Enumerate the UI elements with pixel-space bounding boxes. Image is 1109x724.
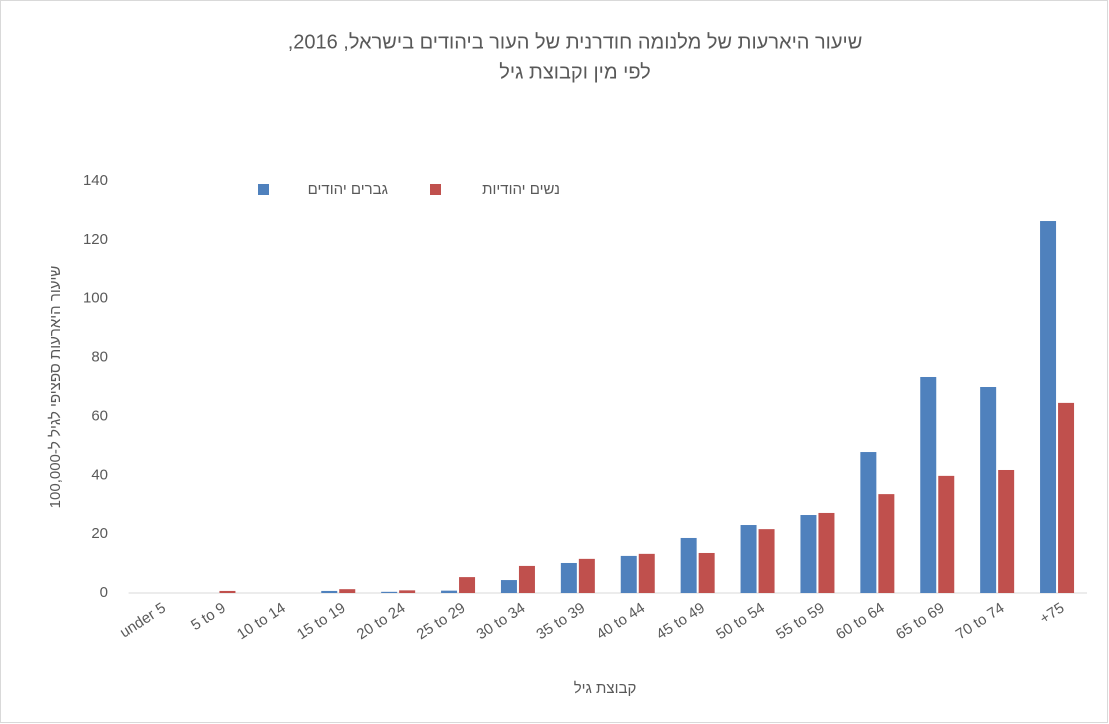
- y-tick-label: 0: [100, 584, 108, 601]
- bar: [758, 529, 775, 593]
- bar: [339, 589, 356, 593]
- y-tick-label: 40: [91, 466, 108, 483]
- bar: [219, 590, 236, 593]
- bar: [1058, 402, 1075, 593]
- legend-swatch: [430, 184, 441, 195]
- legend-label: נשים יהודיות: [482, 181, 560, 198]
- y-tick-label: 140: [83, 172, 108, 189]
- legend-label: גברים יהודים: [308, 181, 388, 198]
- y-tick-label: 20: [91, 525, 108, 542]
- bar: [818, 512, 835, 593]
- bar: [920, 376, 937, 593]
- bar: [518, 565, 535, 593]
- bar: [1040, 221, 1057, 593]
- y-tick-label: 60: [91, 407, 108, 424]
- bar: [938, 475, 955, 593]
- bar: [459, 577, 476, 593]
- bar: [878, 494, 895, 593]
- legend-swatch: [258, 184, 269, 195]
- y-axis-label: שיעור היארעות ספציפי לגיל ל-100,000: [47, 266, 64, 509]
- y-tick-label: 100: [83, 290, 108, 307]
- y-tick-label: 80: [91, 349, 108, 366]
- bar: [998, 469, 1015, 593]
- bar: [560, 562, 577, 593]
- bar: [321, 590, 338, 593]
- bar: [500, 580, 517, 593]
- bar: [698, 552, 715, 593]
- bar: [800, 515, 817, 593]
- bar: [381, 591, 398, 593]
- bar: [638, 553, 655, 593]
- bar: [680, 537, 697, 593]
- chart-title: שיעור היארעות של מלנומה חודרנית של העור …: [288, 31, 863, 53]
- y-tick-label: 120: [83, 231, 108, 248]
- bar: [740, 525, 757, 593]
- bar: [980, 387, 997, 593]
- bar: [620, 555, 637, 593]
- bar: [441, 590, 458, 593]
- x-axis-label: קבוצת גיל: [574, 680, 637, 697]
- bar: [860, 452, 877, 593]
- chart-subtitle: לפי מין וקבוצת גיל: [499, 61, 651, 83]
- bar: [399, 590, 416, 593]
- bar: [578, 558, 595, 593]
